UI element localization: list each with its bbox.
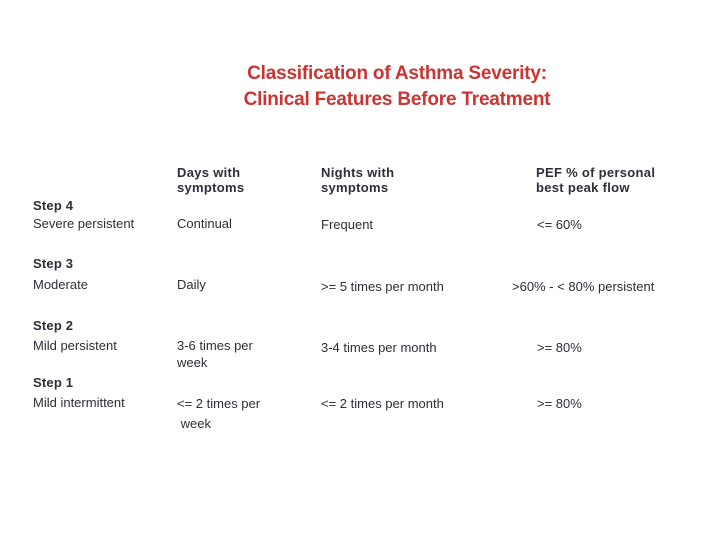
column-header-pef-percent: PEF % of personal best peak flow <box>536 165 656 195</box>
step1-label: Step 1 <box>33 375 74 390</box>
step2-nights-cell: 3-4 times per month <box>321 340 437 355</box>
step2-pef-cell: >= 80% <box>537 340 582 355</box>
step1-days-cell: <= 2 times per week <box>177 396 261 431</box>
step3-nights-cell: >= 5 times per month <box>321 279 444 294</box>
step4-nights-cell: Frequent <box>321 217 374 232</box>
step3-label: Step 3 <box>33 256 74 271</box>
step2-severity: Mild persistent <box>33 338 117 353</box>
step4-label: Step 4 <box>33 198 74 213</box>
step3-severity: Moderate <box>33 277 88 292</box>
slide-title-line2: Clinical Features Before Treatment <box>243 89 551 110</box>
slide-title-line1: Classification of Asthma Severity: <box>247 63 547 84</box>
slide-title: Classification of Asthma Severity: Clini… <box>97 61 697 113</box>
step2-label: Step 2 <box>33 318 74 333</box>
column-header-days-with-symptoms: Days with symptoms <box>177 165 245 195</box>
step1-pef-cell: >= 80% <box>537 396 582 411</box>
step3-pef-cell: >60% - < 80% persistent <box>512 279 655 294</box>
step4-days-cell: Continual <box>177 216 232 231</box>
step3-days-cell: Daily <box>177 277 206 292</box>
step4-severity: Severe persistent <box>33 216 135 231</box>
step2-days-cell: 3-6 times per week <box>177 338 253 370</box>
step1-severity: Mild intermittent <box>33 395 125 410</box>
step4-pef-cell: <= 60% <box>537 217 582 232</box>
column-header-nights-with-symptoms: Nights with symptoms <box>321 165 395 195</box>
step1-nights-cell: <= 2 times per month <box>321 396 444 411</box>
